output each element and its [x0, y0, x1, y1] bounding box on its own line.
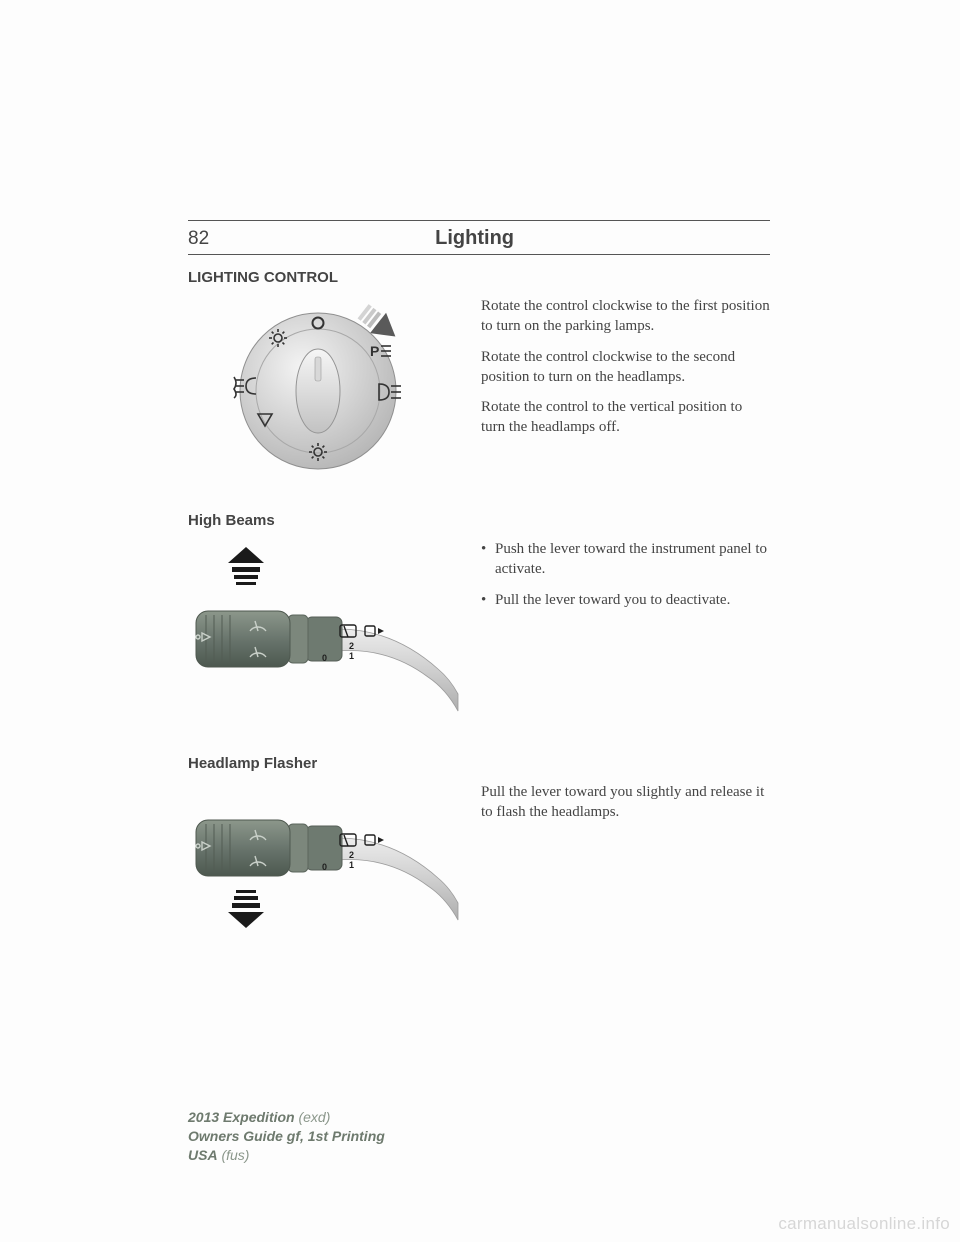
figure-headlamp-flasher-stalk: 2 1 0 [188, 782, 463, 972]
headlamp-flasher-text: Pull the lever toward you slightly and r… [481, 782, 770, 972]
list-item: Pull the lever toward you to deactivate. [481, 590, 770, 610]
svg-text:0: 0 [322, 653, 327, 663]
svg-text:0: 0 [322, 862, 327, 872]
svg-text:P: P [370, 343, 379, 359]
svg-text:1: 1 [349, 860, 354, 870]
page-footer: 2013 Expedition (exd) Owners Guide gf, 1… [188, 1108, 385, 1165]
watermark: carmanualsonline.info [778, 1214, 950, 1234]
svg-text:2: 2 [349, 850, 354, 860]
section-lighting-control-heading: LIGHTING CONTROL [188, 269, 770, 286]
footer-region-code: (fus) [221, 1147, 249, 1163]
figure-lighting-dial: P [188, 296, 463, 486]
svg-text:1: 1 [349, 651, 354, 661]
paragraph: Pull the lever toward you slightly and r… [481, 782, 770, 823]
paragraph: Rotate the control clockwise to the seco… [481, 347, 770, 388]
paragraph: Rotate the control clockwise to the firs… [481, 296, 770, 337]
high-beams-text: Push the lever toward the instrument pan… [481, 539, 770, 729]
list-item: Push the lever toward the instrument pan… [481, 539, 770, 580]
lighting-control-text: Rotate the control clockwise to the firs… [481, 296, 770, 486]
footer-model: 2013 Expedition [188, 1109, 295, 1125]
section-high-beams-heading: High Beams [188, 512, 770, 529]
figure-high-beams-stalk: 2 1 0 [188, 539, 463, 729]
footer-region: USA [188, 1147, 218, 1163]
paragraph: Rotate the control to the vertical posit… [481, 397, 770, 438]
footer-model-code: (exd) [298, 1109, 330, 1125]
chapter-title: Lighting [179, 227, 770, 250]
svg-text:2: 2 [349, 641, 354, 651]
section-headlamp-flasher-heading: Headlamp Flasher [188, 755, 770, 772]
footer-guide: Owners Guide gf, 1st Printing [188, 1127, 385, 1146]
